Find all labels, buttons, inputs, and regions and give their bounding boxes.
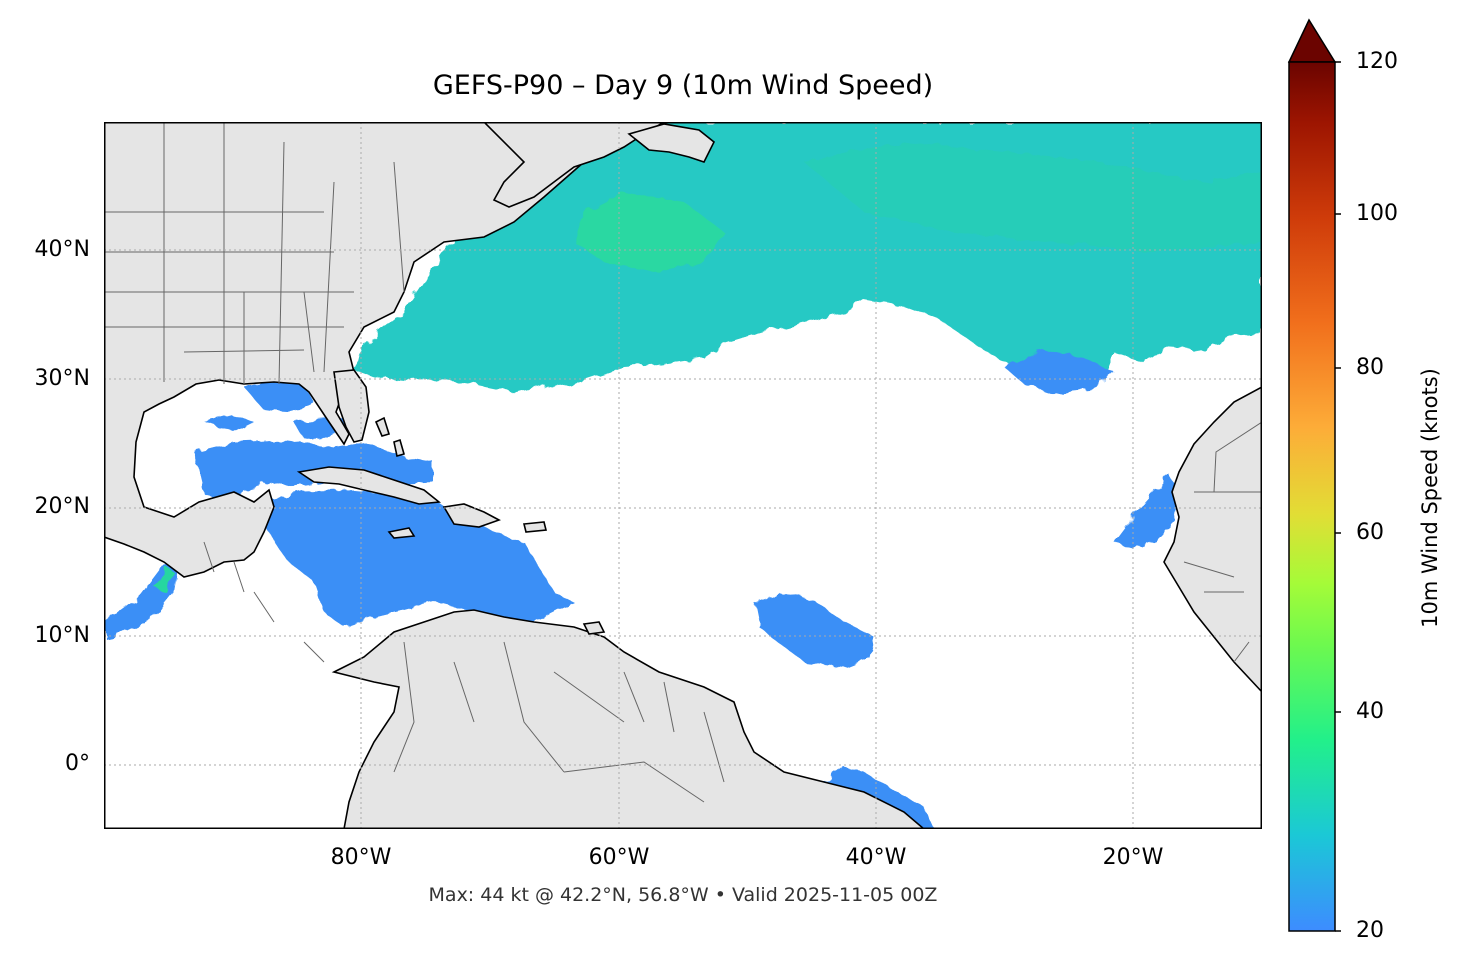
colorbar-label: 10m Wind Speed (knots) [1418, 368, 1442, 628]
wind-field-core [574, 192, 724, 272]
colorbar-tick-80: 80 [1356, 355, 1384, 380]
wind-speed-map [104, 122, 1262, 829]
lon-label-60w: 60°W [588, 845, 650, 870]
colorbar-tick-40: 40 [1356, 699, 1384, 724]
wind-field-mid-atlantic [754, 592, 874, 667]
land-cuba [296, 466, 442, 505]
wind-field-west-africa [1114, 474, 1179, 550]
land-trinidad [582, 621, 606, 635]
land-south-america [331, 609, 926, 829]
land-jamaica [387, 527, 416, 539]
colorbar-tick-20: 20 [1356, 918, 1384, 943]
gridlines [104, 122, 1262, 829]
land-florida [333, 369, 370, 443]
lat-label-0: 0° [65, 751, 90, 776]
colorbar-tick-60: 60 [1356, 520, 1384, 545]
wind-field [104, 122, 1262, 829]
wind-field-gulf-caribbean [194, 440, 574, 627]
colorbar-tick-120: 120 [1356, 49, 1398, 74]
land-bahamas [374, 416, 405, 458]
wind-field-azores [1004, 350, 1114, 394]
chart-title: GEFS-P90 – Day 9 (10m Wind Speed) [432, 70, 934, 101]
land-newfoundland [627, 123, 716, 163]
lon-label-80w: 80°W [330, 845, 392, 870]
land-hispaniola [442, 503, 501, 528]
wind-field-east [804, 142, 1262, 252]
political-borders [104, 122, 1262, 803]
lat-label-30n: 30°N [34, 366, 90, 391]
lat-label-40n: 40°N [34, 237, 90, 262]
colorbar-gradient [1288, 61, 1336, 932]
colorbar-extend-arrow [1287, 18, 1337, 63]
land-puerto-rico [522, 521, 548, 533]
lon-label-20w: 20°W [1102, 845, 1164, 870]
map-border [104, 122, 1262, 829]
colorbar-ticks [1335, 61, 1341, 932]
land-north-america [104, 122, 626, 578]
colorbar [1287, 18, 1341, 932]
colorbar-tick-100: 100 [1356, 201, 1398, 226]
land-africa [1163, 386, 1262, 694]
footer-caption: Max: 44 kt @ 42.2°N, 56.8°W • Valid 2025… [428, 884, 938, 906]
lon-label-40w: 40°W [845, 845, 907, 870]
lat-label-20n: 20°N [34, 494, 90, 519]
wind-field-gulf-north [204, 380, 349, 438]
lat-label-10n: 10°N [34, 623, 90, 648]
wind-field-pacific-core [154, 567, 174, 592]
